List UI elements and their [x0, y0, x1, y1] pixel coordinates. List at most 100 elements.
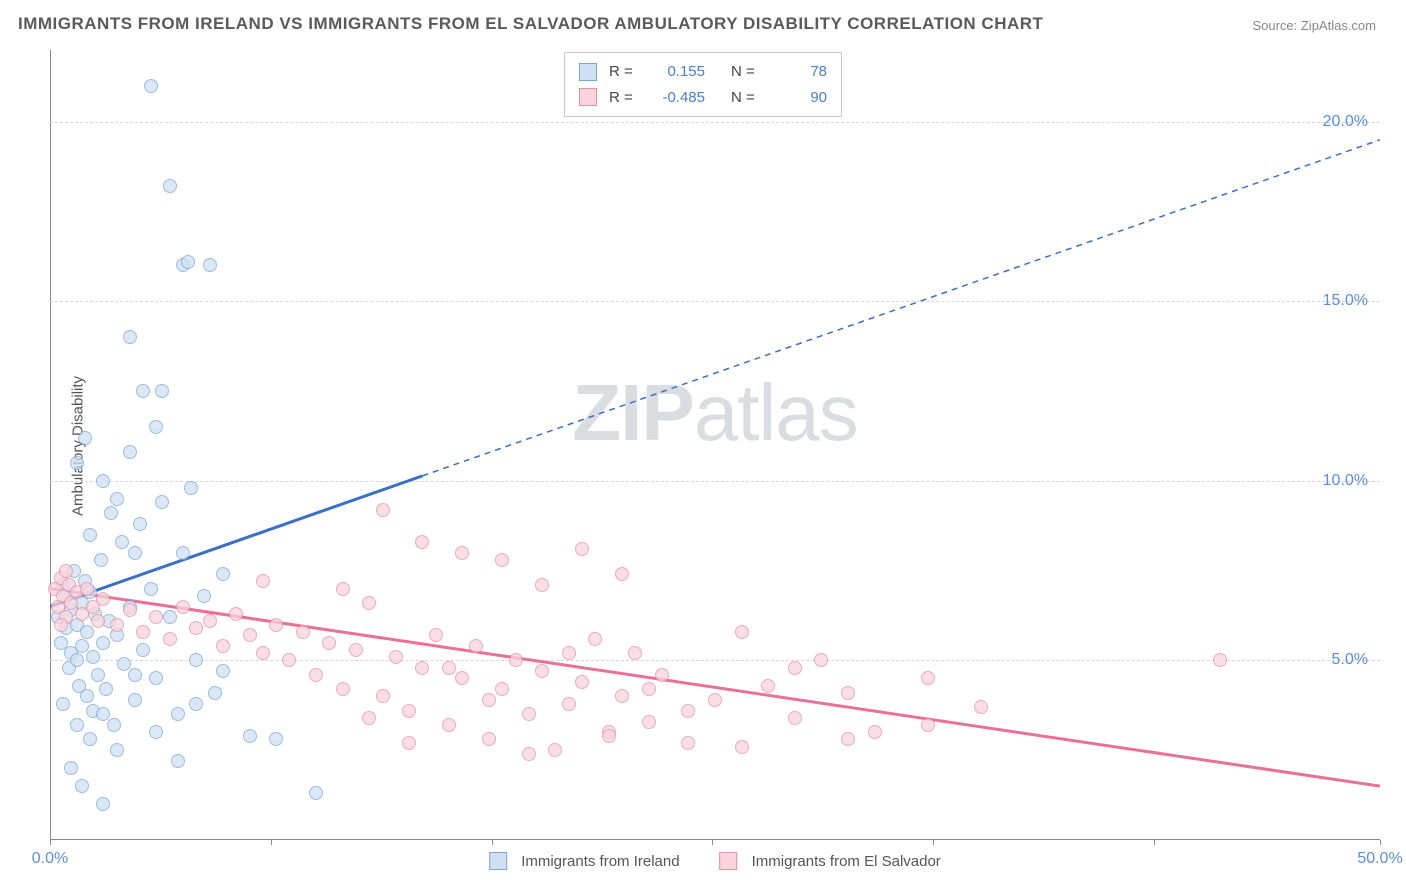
trend-line-solid [50, 589, 1380, 787]
data-point [322, 636, 336, 650]
data-point [110, 618, 124, 632]
data-point [216, 639, 230, 653]
x-tick [933, 840, 934, 845]
data-point [208, 686, 222, 700]
data-point [128, 668, 142, 682]
data-point [149, 725, 163, 739]
data-point [128, 693, 142, 707]
data-point [336, 682, 350, 696]
data-point [144, 582, 158, 596]
data-point [1213, 653, 1227, 667]
data-point [735, 625, 749, 639]
data-point [163, 632, 177, 646]
data-point [482, 693, 496, 707]
data-point [455, 546, 469, 560]
data-point [336, 582, 350, 596]
data-point [495, 553, 509, 567]
data-point [70, 456, 84, 470]
watermark-light: atlas [694, 368, 858, 457]
data-point [376, 503, 390, 517]
data-point [615, 567, 629, 581]
data-point [415, 535, 429, 549]
data-point [362, 711, 376, 725]
watermark-bold: ZIP [572, 368, 693, 457]
data-point [75, 779, 89, 793]
data-point [149, 420, 163, 434]
data-point [133, 517, 147, 531]
data-point [655, 668, 669, 682]
data-point [974, 700, 988, 714]
data-point [841, 686, 855, 700]
data-point [83, 732, 97, 746]
data-point [841, 732, 855, 746]
data-point [402, 704, 416, 718]
data-point [455, 671, 469, 685]
y-tick-label: 5.0% [1332, 651, 1368, 669]
legend-row: R =-0.485N =90 [579, 85, 827, 111]
n-label: N = [731, 59, 761, 85]
data-point [389, 650, 403, 664]
data-point [123, 603, 137, 617]
data-point [176, 546, 190, 560]
data-point [548, 743, 562, 757]
data-point [229, 607, 243, 621]
data-point [681, 704, 695, 718]
data-point [96, 636, 110, 650]
data-point [171, 754, 185, 768]
gridline [50, 122, 1380, 123]
data-point [296, 625, 310, 639]
data-point [628, 646, 642, 660]
data-point [282, 653, 296, 667]
data-point [216, 567, 230, 581]
n-value: 78 [767, 59, 827, 85]
data-point [128, 546, 142, 560]
data-point [415, 661, 429, 675]
data-point [522, 747, 536, 761]
data-point [181, 255, 195, 269]
data-point [469, 639, 483, 653]
data-point [70, 718, 84, 732]
legend-swatch [489, 852, 507, 870]
data-point [64, 761, 78, 775]
legend-label: Immigrants from Ireland [521, 853, 679, 870]
data-point [91, 614, 105, 628]
data-point [309, 786, 323, 800]
data-point [761, 679, 775, 693]
data-point [189, 697, 203, 711]
data-point [376, 689, 390, 703]
data-point [86, 650, 100, 664]
data-point [535, 578, 549, 592]
data-point [176, 600, 190, 614]
y-tick-label: 20.0% [1323, 113, 1368, 131]
data-point [96, 474, 110, 488]
y-tick-label: 10.0% [1323, 472, 1368, 490]
data-point [921, 671, 935, 685]
data-point [96, 707, 110, 721]
r-value: 0.155 [645, 59, 705, 85]
data-point [70, 653, 84, 667]
data-point [243, 729, 257, 743]
r-label: R = [609, 59, 639, 85]
scatter-chart: ZIPatlas 5.0%10.0%15.0%20.0%0.0%50.0%Imm… [50, 50, 1380, 840]
data-point [163, 179, 177, 193]
n-label: N = [731, 85, 761, 111]
data-point [814, 653, 828, 667]
data-point [509, 653, 523, 667]
gridline [50, 660, 1380, 661]
legend-item: Immigrants from El Salvador [720, 852, 941, 870]
r-label: R = [609, 85, 639, 111]
source-link[interactable]: ZipAtlas.com [1301, 18, 1376, 33]
data-point [349, 643, 363, 657]
data-point [110, 743, 124, 757]
x-tick [492, 840, 493, 845]
data-point [203, 258, 217, 272]
data-point [78, 431, 92, 445]
watermark: ZIPatlas [572, 367, 857, 459]
data-point [642, 715, 656, 729]
data-point [575, 542, 589, 556]
data-point [155, 384, 169, 398]
data-point [216, 664, 230, 678]
x-tick-label: 50.0% [1357, 850, 1402, 868]
data-point [203, 614, 217, 628]
data-point [197, 589, 211, 603]
